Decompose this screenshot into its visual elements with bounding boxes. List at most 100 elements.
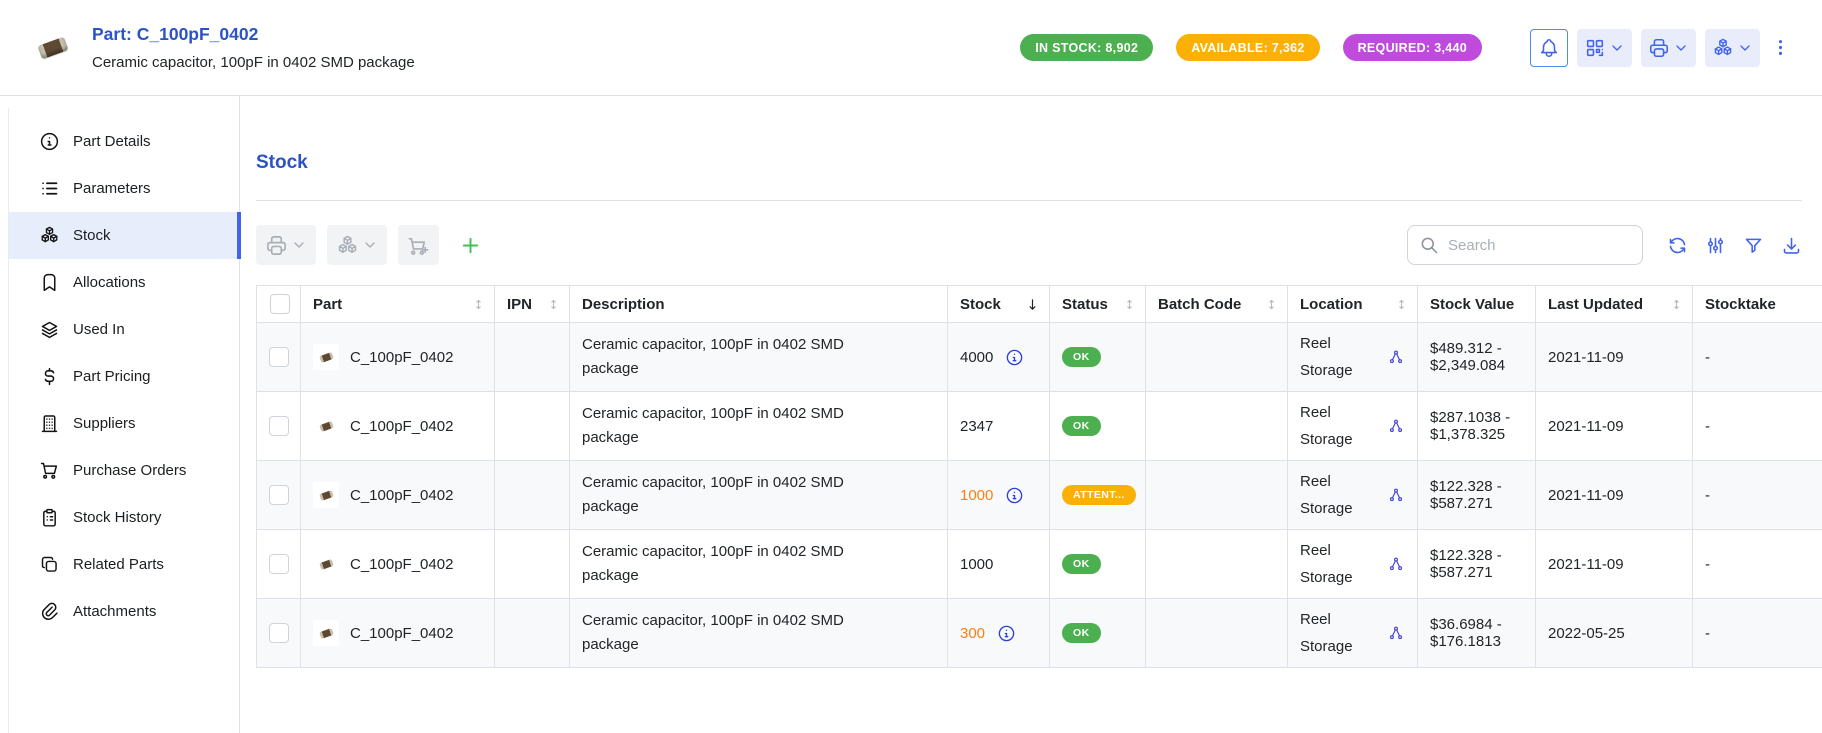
sitemap-icon[interactable] — [1389, 350, 1403, 364]
clipboard-icon — [39, 507, 60, 528]
sidebar-item-attachments[interactable]: Attachments — [9, 588, 239, 635]
bookmark-icon — [39, 272, 60, 293]
cell-updated: 2021-11-09 — [1535, 322, 1693, 392]
table-toolbar — [256, 225, 1802, 265]
dots-vertical-icon — [1770, 37, 1791, 58]
sidebar-item-label: Stock History — [73, 509, 162, 526]
notifications-button[interactable] — [1530, 28, 1568, 67]
column-label: Last Updated — [1548, 295, 1644, 313]
table-row[interactable]: C_100pF_0402 Ceramic capacitor, 100pF in … — [256, 598, 1822, 668]
sitemap-icon[interactable] — [1389, 419, 1403, 433]
print-stock-button[interactable] — [256, 225, 316, 265]
cell-description: Ceramic capacitor, 100pF in 0402 SMD pac… — [569, 322, 948, 392]
printer-icon — [265, 234, 288, 257]
row-checkbox[interactable] — [269, 554, 289, 574]
stock-value: $122.328 - $587.271 — [1430, 547, 1502, 581]
badge-required: REQUIRED: 3,440 — [1342, 34, 1482, 61]
chevron-down-icon — [1737, 40, 1753, 56]
info-circle-icon[interactable] — [1005, 486, 1024, 505]
part-tabs-sidebar: Part Details Parameters Stock Allocations Us… — [0, 96, 241, 733]
table-filters-button[interactable] — [1743, 235, 1764, 256]
row-checkbox[interactable] — [269, 623, 289, 643]
part-header: Part: C_100pF_0402 Ceramic capacitor, 10… — [0, 0, 1822, 96]
sidebar-item-stock[interactable]: Stock — [9, 212, 241, 259]
download-data-button[interactable] — [1781, 235, 1802, 256]
table-row[interactable]: C_100pF_0402 Ceramic capacitor, 100pF in … — [256, 391, 1822, 461]
page-title: Part: C_100pF_0402 — [92, 24, 259, 44]
sidebar-item-stock-history[interactable]: Stock History — [9, 494, 239, 541]
cell-batch — [1145, 391, 1288, 461]
header-actions — [1530, 28, 1792, 67]
stock-actions-button[interactable] — [327, 225, 387, 265]
select-all-checkbox[interactable] — [270, 294, 290, 314]
column-header-batch-code[interactable]: Batch Code — [1145, 285, 1288, 323]
row-checkbox[interactable] — [269, 347, 289, 367]
sidebar-item-parameters[interactable]: Parameters — [9, 165, 239, 212]
copy-icon — [39, 554, 60, 575]
cell-part: C_100pF_0402 — [300, 598, 495, 668]
sidebar-item-label: Suppliers — [73, 415, 136, 432]
cell-ipn — [494, 391, 570, 461]
cell-part: C_100pF_0402 — [300, 391, 495, 461]
table-row[interactable]: C_100pF_0402 Ceramic capacitor, 100pF in … — [256, 322, 1822, 392]
sidebar-item-purchase-orders[interactable]: Purchase Orders — [9, 447, 239, 494]
search-input[interactable] — [1448, 236, 1631, 254]
status-badge: OK — [1062, 554, 1101, 574]
table-columns-button[interactable] — [1705, 235, 1726, 256]
cell-location: Reel Storage — [1287, 598, 1418, 668]
sidebar-item-label: Purchase Orders — [73, 462, 187, 479]
column-header-ipn[interactable]: IPN — [494, 285, 570, 323]
add-stock-item-button[interactable] — [459, 234, 482, 257]
cell-value: $122.328 - $587.271 — [1417, 460, 1536, 530]
sitemap-icon[interactable] — [1389, 626, 1403, 640]
sidebar-item-part-details[interactable]: Part Details — [9, 118, 239, 165]
sidebar-item-related-parts[interactable]: Related Parts — [9, 541, 239, 588]
cell-part: C_100pF_0402 — [300, 322, 495, 392]
table-row[interactable]: C_100pF_0402 Ceramic capacitor, 100pF in … — [256, 460, 1822, 530]
info-circle-icon[interactable] — [997, 624, 1016, 643]
sort-both-icon — [1395, 298, 1408, 311]
cell-batch — [1145, 322, 1288, 392]
sidebar-item-suppliers[interactable]: Suppliers — [9, 400, 239, 447]
badge-in-stock: IN STOCK: 8,902 — [1020, 34, 1154, 61]
column-header-location[interactable]: Location — [1287, 285, 1418, 323]
stock-quantity: 2347 — [960, 417, 994, 435]
print-actions-button[interactable] — [1641, 28, 1696, 67]
sitemap-icon[interactable] — [1389, 488, 1403, 502]
cubes-icon — [336, 234, 359, 257]
column-header-part[interactable]: Part — [300, 285, 495, 323]
cell-location: Reel Storage — [1287, 529, 1418, 599]
table-row[interactable]: C_100pF_0402 Ceramic capacitor, 100pF in … — [256, 529, 1822, 599]
column-header-stock[interactable]: Stock — [947, 285, 1050, 323]
search-box — [1407, 225, 1643, 265]
stock-item-description: Ceramic capacitor, 100pF in 0402 SMD pac… — [582, 336, 844, 377]
column-header-status[interactable]: Status — [1049, 285, 1146, 323]
barcode-actions-button[interactable] — [1577, 28, 1632, 67]
header-badges: IN STOCK: 8,902 AVAILABLE: 7,362 REQUIRED:… — [1020, 34, 1482, 61]
cell-stock: 300 — [947, 598, 1050, 668]
cell-select — [256, 529, 301, 599]
stock-value: $489.312 - $2,349.084 — [1430, 340, 1506, 374]
cell-value: $36.6984 - $176.1813 — [1417, 598, 1536, 668]
overflow-menu-button[interactable] — [1769, 29, 1792, 67]
sidebar-item-part-pricing[interactable]: Part Pricing — [9, 353, 239, 400]
stock-operations-button[interactable] — [1705, 28, 1760, 67]
refresh-button[interactable] — [1667, 235, 1688, 256]
part-name: C_100pF_0402 — [350, 624, 454, 642]
cart-icon — [39, 460, 60, 481]
sitemap-icon[interactable] — [1389, 557, 1403, 571]
row-checkbox[interactable] — [269, 485, 289, 505]
column-header-last-updated[interactable]: Last Updated — [1535, 285, 1693, 323]
last-updated: 2021-11-09 — [1548, 417, 1624, 435]
sidebar-item-label: Part Pricing — [73, 368, 151, 385]
status-badge: ATTENT... — [1062, 485, 1136, 505]
column-header-select[interactable] — [256, 285, 301, 323]
cell-ipn — [494, 322, 570, 392]
row-checkbox[interactable] — [269, 416, 289, 436]
stock-table-wrap: Part IPN Description Stock Status Batch Code L… — [256, 285, 1822, 668]
order-stock-button[interactable] — [398, 225, 439, 265]
sidebar-item-used-in[interactable]: Used In — [9, 306, 239, 353]
info-circle-icon[interactable] — [1005, 348, 1024, 367]
sidebar-item-allocations[interactable]: Allocations — [9, 259, 239, 306]
cart-plus-icon — [407, 234, 430, 257]
